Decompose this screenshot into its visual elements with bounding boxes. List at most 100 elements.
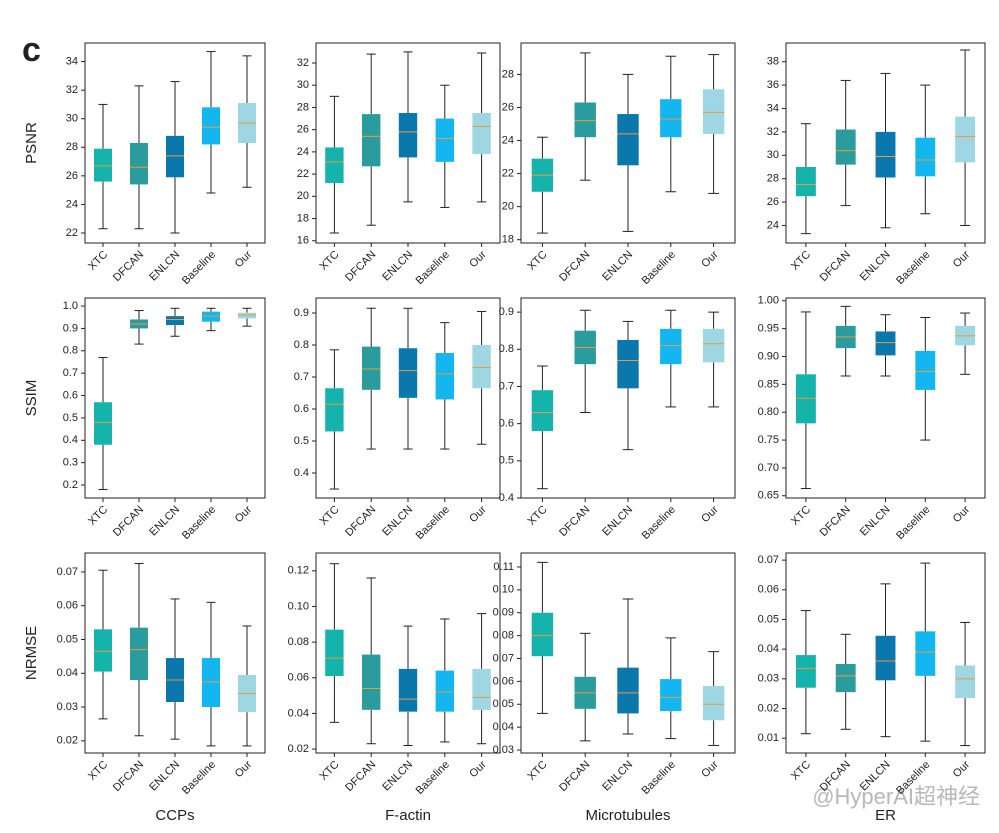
y-tick-label: 32 [767,126,779,138]
x-tick-label: Our [699,503,721,525]
x-tick-label: Our [699,758,721,780]
x-tick-label: DFCAN [818,249,853,284]
x-tick-label: XTC [789,504,813,528]
y-tick-label: 0.10 [493,584,514,596]
y-tick-label: 0.08 [493,630,514,642]
y-tick-label: 34 [767,102,779,114]
y-tick-label: 0.05 [493,698,514,710]
x-tick-label: DFCAN [111,759,146,794]
box [362,654,381,710]
y-tick-label: 30 [66,113,78,125]
x-tick-label: Baseline [414,759,452,797]
x-tick-label: Baseline [180,504,218,542]
y-tick-label: 28 [66,141,78,153]
y-tick-label: 16 [297,235,309,247]
y-tick-label: 0.9 [499,306,514,318]
y-tick-label: 0.4 [294,467,309,479]
box [835,129,856,165]
x-tick-label: DFCAN [557,249,592,284]
y-tick-label: 24 [297,146,309,158]
box [325,388,344,432]
y-tick-label: 0.95 [758,323,779,335]
y-tick-label: 22 [502,167,514,179]
x-tick-label: XTC [526,759,550,783]
y-tick-label: 0.07 [758,554,779,566]
box [617,340,639,389]
y-tick-label: 0.05 [57,633,78,645]
box [875,131,896,178]
y-tick-label: 0.90 [758,350,779,362]
column-title: Microtubules [585,807,670,824]
x-tick-label: Our [951,248,973,270]
y-tick-label: 0.02 [288,743,309,755]
box [166,316,184,326]
y-tick-label: 0.07 [57,566,78,578]
x-tick-label: DFCAN [343,504,378,539]
x-tick-label: DFCAN [111,249,146,284]
y-tick-label: 26 [502,101,514,113]
x-tick-label: DFCAN [343,249,378,284]
y-tick-label: 0.8 [294,339,309,351]
box [617,114,639,166]
x-tick-label: DFCAN [557,504,592,539]
box [617,667,639,714]
y-tick-label: 32 [66,84,78,96]
y-tick-label: 0.04 [288,707,309,719]
x-tick-label: Our [233,758,255,780]
y-tick-label: 0.12 [288,565,309,577]
x-tick-label: XTC [318,249,342,273]
y-tick-label: 32 [297,57,309,69]
x-tick-label: ENLCN [858,504,893,539]
box [835,663,856,693]
x-tick-label: DFCAN [343,759,378,794]
box [574,102,596,138]
box [795,166,816,197]
box [94,402,112,445]
x-tick-label: XTC [86,759,110,783]
y-tick-label: 0.9 [294,307,309,319]
x-tick-label: ENLCN [600,249,635,284]
y-tick-label: 0.85 [758,378,779,390]
box [166,135,184,178]
y-tick-label: 0.08 [288,636,309,648]
x-tick-label: Baseline [640,759,678,797]
y-tick-label: 34 [66,55,78,67]
y-tick-label: 0.06 [758,584,779,596]
y-tick-label: 0.6 [294,403,309,415]
box [795,655,816,688]
box [398,668,418,712]
x-tick-label: XTC [86,504,110,528]
x-tick-label: Our [467,758,489,780]
x-tick-label: ENLCN [380,504,415,539]
box [94,148,112,182]
y-tick-label: 0.7 [499,380,514,392]
x-tick-label: XTC [86,249,110,273]
x-tick-label: DFCAN [111,504,146,539]
x-tick-label: ENLCN [380,759,415,794]
box [915,137,936,177]
y-tick-label: 18 [502,234,514,246]
y-tick-label: 0.4 [63,434,78,446]
panel-label: c [22,31,41,69]
box [325,147,344,183]
watermark: @HyperAI超神经 [812,784,980,809]
y-tick-label: 30 [767,149,779,161]
y-tick-label: 0.4 [499,492,514,504]
column-title: ER [875,807,896,824]
y-tick-label: 0.5 [499,455,514,467]
y-tick-label: 0.09 [493,607,514,619]
x-tick-label: XTC [318,759,342,783]
box [435,670,454,712]
x-tick-label: ENLCN [147,249,182,284]
y-tick-label: 0.7 [63,367,78,379]
y-tick-label: 30 [297,79,309,91]
box [875,331,896,356]
column-title: F-actin [385,807,431,824]
box [915,350,936,390]
x-tick-label: ENLCN [380,249,415,284]
x-tick-label: ENLCN [858,249,893,284]
y-tick-label: 0.06 [288,672,309,684]
y-tick-label: 20 [502,201,514,213]
y-tick-label: 38 [767,56,779,68]
y-tick-label: 0.03 [493,744,514,756]
